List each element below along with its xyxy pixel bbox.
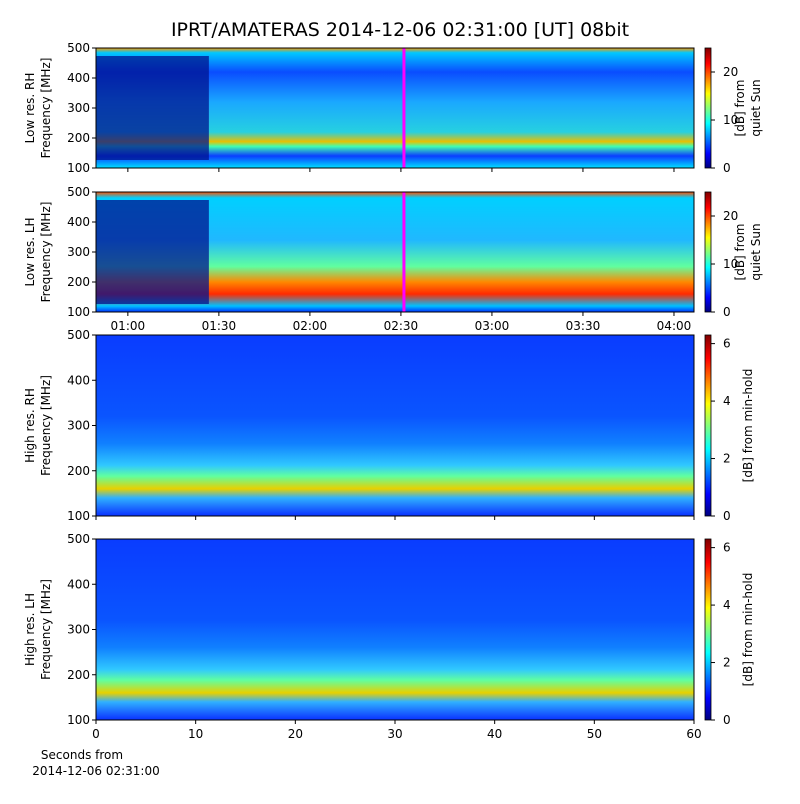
colorbar-label: [dB] from min-hold	[741, 369, 755, 483]
x-tick-label: 40	[487, 727, 502, 741]
x-tick-label: 02:30	[384, 319, 419, 333]
y-tick-label: 500	[67, 328, 90, 342]
y-axis-label: Frequency [MHz]	[39, 58, 53, 159]
y-axis-label: Low res. LH	[23, 217, 37, 286]
colorbar	[704, 47, 712, 169]
colorbar-tick-label: 4	[723, 598, 731, 612]
x-axis-label: 2014-12-06 02:31:00	[32, 764, 159, 778]
y-axis-label: Frequency [MHz]	[39, 375, 53, 476]
y-tick-label: 400	[67, 215, 90, 229]
y-tick-label: 100	[67, 509, 90, 523]
colorbar-tick-label: 0	[723, 305, 731, 319]
spectrogram	[96, 335, 694, 516]
y-tick-label: 100	[67, 713, 90, 727]
colorbar-label: [dB] from min-hold	[741, 573, 755, 687]
x-tick-label: 30	[387, 727, 402, 741]
pre-event-region	[96, 56, 209, 160]
colorbar-tick-label: 6	[723, 541, 731, 555]
colorbar-label: [dB] from	[733, 80, 747, 137]
colorbar-tick-label: 2	[723, 656, 731, 670]
colorbar-label: quiet Sun	[749, 79, 763, 136]
x-tick-label: 03:00	[475, 319, 510, 333]
y-tick-label: 500	[67, 185, 90, 199]
colorbar-tick-label: 2	[723, 452, 731, 466]
y-tick-label: 100	[67, 305, 90, 319]
colorbar-tick-label: 10	[723, 113, 738, 127]
x-tick-label: 02:00	[293, 319, 328, 333]
x-tick-label: 50	[587, 727, 602, 741]
y-tick-label: 400	[67, 373, 90, 387]
x-axis-label: Seconds from	[41, 748, 123, 762]
x-tick-label: 10	[188, 727, 203, 741]
x-tick-label: 04:00	[657, 319, 692, 333]
colorbar-tick-label: 4	[723, 394, 731, 408]
y-tick-label: 300	[67, 623, 90, 637]
y-axis-label: Frequency [MHz]	[39, 202, 53, 303]
y-tick-label: 500	[67, 41, 90, 55]
colorbar	[704, 334, 712, 517]
y-axis-label: High res. RH	[23, 388, 37, 463]
colorbar-label: quiet Sun	[749, 223, 763, 280]
colorbar-tick-label: 10	[723, 257, 738, 271]
spectrogram	[96, 539, 694, 720]
x-tick-label: 60	[686, 727, 701, 741]
y-tick-label: 300	[67, 101, 90, 115]
colorbar-tick-label: 0	[723, 713, 731, 727]
colorbar-tick-label: 20	[723, 209, 738, 223]
x-tick-label: 20	[288, 727, 303, 741]
colorbar-label: [dB] from	[733, 224, 747, 281]
pre-event-region	[96, 200, 209, 304]
y-tick-label: 500	[67, 532, 90, 546]
y-tick-label: 200	[67, 464, 90, 478]
y-axis-label: Low res. RH	[23, 73, 37, 144]
x-tick-label: 01:30	[202, 319, 237, 333]
colorbar	[704, 191, 712, 313]
colorbar-tick-label: 0	[723, 509, 731, 523]
y-axis-label: Frequency [MHz]	[39, 579, 53, 680]
x-tick-label: 0	[92, 727, 100, 741]
chart-title: IPRT/AMATERAS 2014-12-06 02:31:00 [UT] 0…	[171, 19, 629, 41]
colorbar-tick-label: 6	[723, 337, 731, 351]
y-tick-label: 100	[67, 161, 90, 175]
y-axis-label: High res. LH	[23, 593, 37, 666]
colorbar	[704, 538, 712, 721]
y-tick-label: 200	[67, 131, 90, 145]
colorbar-tick-label: 0	[723, 161, 731, 175]
y-tick-label: 400	[67, 577, 90, 591]
x-tick-label: 01:00	[111, 319, 146, 333]
y-tick-label: 200	[67, 275, 90, 289]
y-tick-label: 200	[67, 668, 90, 682]
y-tick-label: 400	[67, 71, 90, 85]
colorbar-tick-label: 20	[723, 65, 738, 79]
x-tick-label: 03:30	[566, 319, 601, 333]
y-tick-label: 300	[67, 419, 90, 433]
y-tick-label: 300	[67, 245, 90, 259]
